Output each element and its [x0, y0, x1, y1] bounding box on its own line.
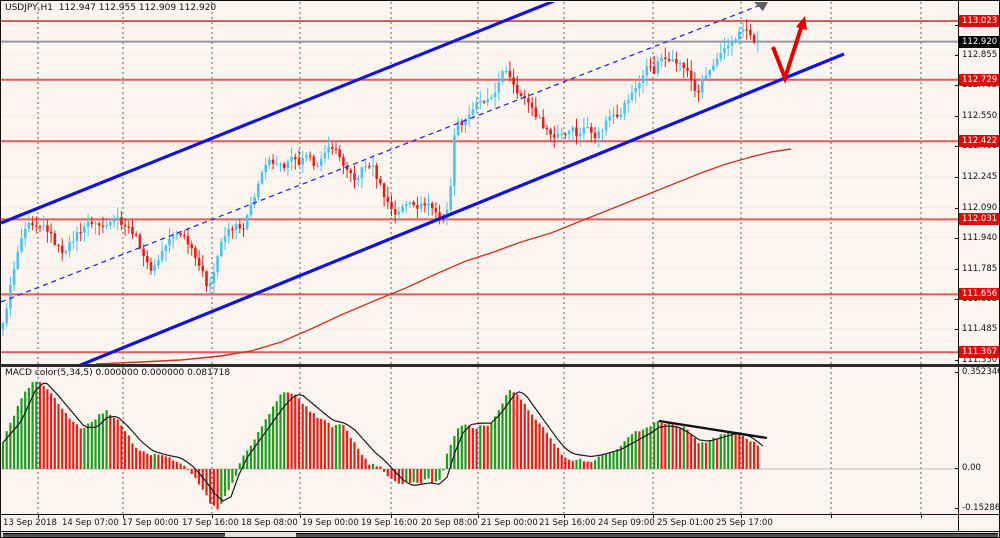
scrollbar-segment-right[interactable]	[296, 533, 998, 537]
price-tick-mark	[955, 268, 959, 270]
price-tick-mark	[955, 207, 959, 209]
price-tick-mark	[955, 328, 959, 330]
macd-scale-label: 0.00	[962, 463, 981, 473]
time-axis-label: 24 Sep 09:00	[598, 518, 655, 528]
time-axis-label: 18 Sep 08:00	[241, 518, 298, 528]
price-tick-label: 112.245	[962, 171, 998, 182]
time-tick-mark	[123, 515, 124, 518]
price-tick-label: 112.550	[962, 110, 998, 121]
time-tick-mark	[921, 515, 922, 518]
price-level-badge: 111.367	[959, 346, 999, 359]
macd-tick-mark	[955, 468, 959, 469]
price-tick-mark	[955, 176, 959, 178]
price-tick-label: 112.855	[962, 49, 998, 60]
price-tick-mark	[955, 145, 959, 147]
price-tick-mark	[955, 24, 959, 26]
macd-tick-mark	[955, 508, 959, 509]
time-axis-label: 14 Sep 07:00	[62, 518, 119, 528]
macd-tick-mark	[955, 372, 959, 373]
time-axis-label: 25 Sep 17:00	[716, 518, 773, 528]
price-level-badge: 111.656	[959, 288, 999, 301]
time-tick-mark	[741, 515, 742, 518]
time-tick-mark	[831, 515, 832, 518]
red-arrow-annotation[interactable]	[771, 24, 804, 84]
time-axis-label: 19 Sep 00:00	[302, 518, 359, 528]
price-level-badge: 113.023	[959, 15, 999, 27]
macd-bottom-border	[1, 514, 999, 515]
macd-trendline[interactable]	[658, 419, 768, 440]
time-tick-mark	[564, 515, 565, 518]
price-level-badge: 112.031	[959, 213, 999, 226]
price-tick-label: 111.785	[962, 263, 998, 274]
scrollbar-segment-left[interactable]	[3, 533, 225, 537]
horizontal-scrollbar[interactable]	[1, 532, 999, 537]
price-tick-mark	[955, 54, 959, 56]
time-axis-label: 20 Sep 08:00	[421, 518, 478, 528]
time-tick-mark	[478, 515, 479, 518]
time-axis-label: 17 Sep 16:00	[182, 518, 239, 528]
time-axis-label: 19 Sep 16:00	[361, 518, 418, 528]
time-axis-label: 17 Sep 00:00	[122, 518, 179, 528]
time-tick-mark	[391, 515, 392, 518]
price-tick-label: 111.330	[962, 354, 998, 365]
time-axis-label: 25 Sep 01:00	[657, 518, 714, 528]
macd-chart[interactable]	[1, 367, 958, 514]
price-level-badge: 112.422	[959, 135, 999, 148]
time-axis-label: 13 Sep 2018	[3, 518, 57, 528]
macd-scale-label: 0.352346	[962, 367, 1000, 377]
time-tick-mark	[38, 515, 39, 518]
price-tick-label: 112.090	[962, 202, 998, 213]
price-tick-label: 111.940	[962, 232, 998, 243]
scale-border	[958, 1, 959, 532]
macd-indicator-label: MACD color(5,34,5) 0.000000 0.000000 0.0…	[5, 368, 231, 378]
price-level-badge: 112.729	[959, 73, 999, 86]
time-axis-label: 21 Sep 16:00	[539, 518, 596, 528]
current-price-badge: 112.920	[959, 35, 999, 48]
price-chart[interactable]	[1, 2, 958, 364]
price-tick-mark	[955, 359, 959, 361]
time-tick-mark	[300, 515, 301, 518]
price-tick-mark	[955, 298, 959, 300]
price-tick-label: 111.485	[962, 323, 998, 334]
time-tick-mark	[653, 515, 654, 518]
macd-scale-label: -0.15286	[962, 503, 1000, 513]
price-tick-mark	[955, 237, 959, 239]
chart-title: USDJPY,H1 112.947 112.955 112.909 112.92…	[5, 3, 217, 13]
time-tick-mark	[212, 515, 213, 518]
price-tick-mark	[955, 115, 959, 117]
red-arrow-head-icon	[796, 16, 807, 30]
price-tick-mark	[955, 84, 959, 86]
trendline-arrowhead-icon	[754, 2, 768, 11]
time-axis-label: 21 Sep 00:00	[481, 518, 538, 528]
axis-bottom-border	[1, 531, 999, 532]
pane-separator[interactable]	[1, 364, 999, 367]
